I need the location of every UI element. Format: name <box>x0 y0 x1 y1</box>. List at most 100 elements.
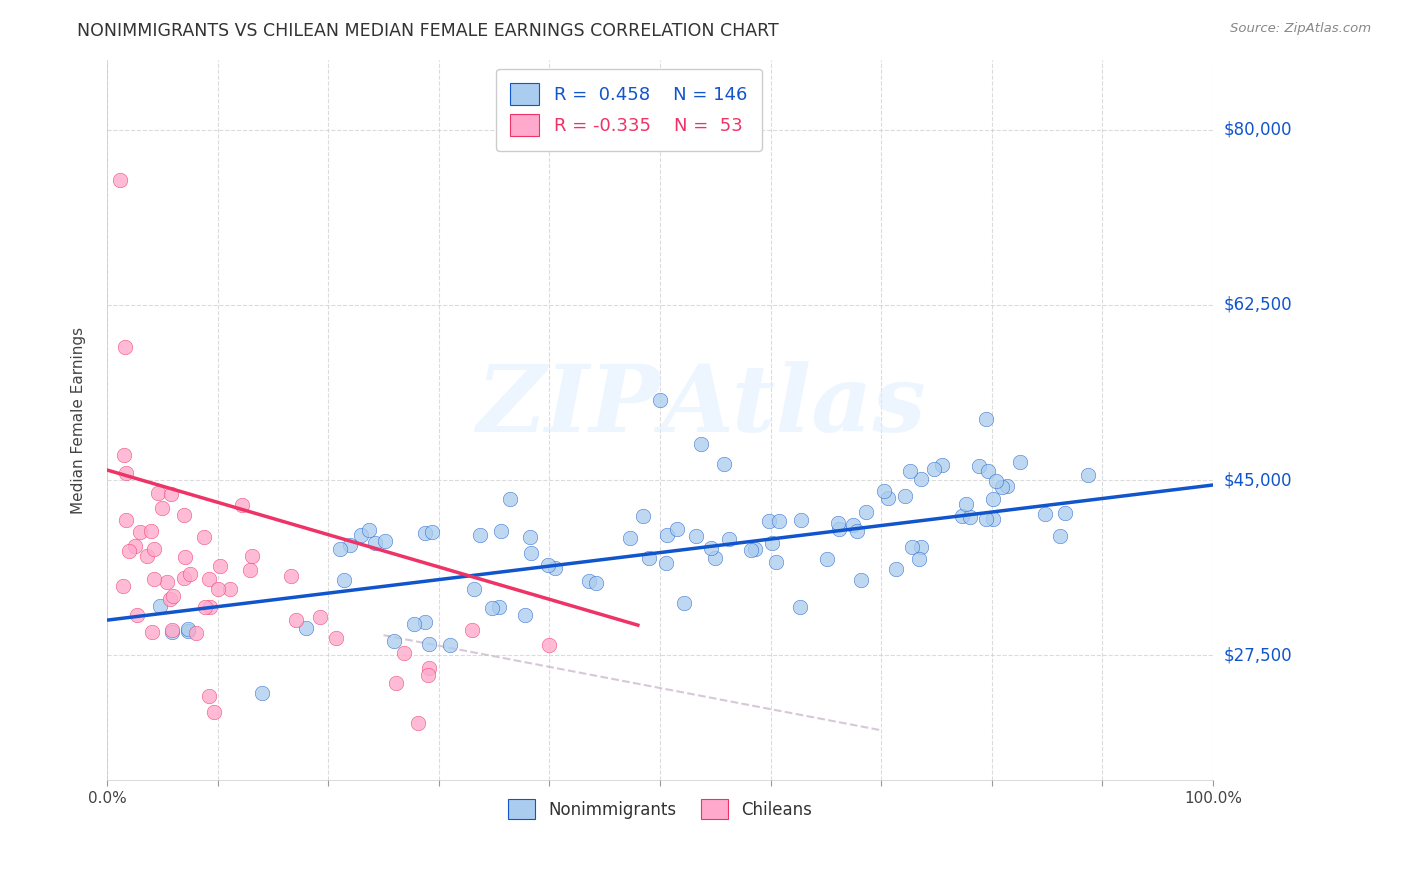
Text: NONIMMIGRANTS VS CHILEAN MEDIAN FEMALE EARNINGS CORRELATION CHART: NONIMMIGRANTS VS CHILEAN MEDIAN FEMALE E… <box>77 22 779 40</box>
Point <box>332 573 354 587</box>
Point <box>981 512 1004 526</box>
Point <box>179 566 201 581</box>
Point <box>418 637 440 651</box>
Point <box>789 513 811 527</box>
Point <box>758 514 780 528</box>
Point <box>950 509 973 524</box>
Point <box>977 464 1000 478</box>
Point <box>1008 455 1031 469</box>
Point <box>177 622 200 636</box>
Point <box>173 571 195 585</box>
Point <box>654 556 676 570</box>
Y-axis label: Median Female Earnings: Median Female Earnings <box>72 326 86 514</box>
Point <box>173 549 195 564</box>
Point <box>384 633 406 648</box>
Point <box>520 546 543 560</box>
Point <box>744 542 766 557</box>
Text: $62,500: $62,500 <box>1225 296 1292 314</box>
Point <box>112 448 135 462</box>
Point <box>955 497 977 511</box>
Point <box>416 667 439 681</box>
Point <box>413 526 436 541</box>
Point <box>152 500 174 515</box>
Point <box>295 621 318 635</box>
Point <box>991 480 1014 494</box>
Point <box>385 676 408 690</box>
Point <box>873 483 896 498</box>
Point <box>392 646 415 660</box>
Point <box>413 615 436 629</box>
Point <box>110 172 132 186</box>
Point <box>186 625 208 640</box>
Point <box>118 544 141 558</box>
Point <box>208 559 231 574</box>
Point <box>339 538 361 552</box>
Point <box>160 625 183 640</box>
Point <box>198 600 221 615</box>
Point <box>765 555 787 569</box>
Text: $45,000: $45,000 <box>1225 471 1292 489</box>
Point <box>404 617 426 632</box>
Point <box>578 574 600 588</box>
Text: $80,000: $80,000 <box>1225 120 1292 138</box>
Point <box>685 529 707 543</box>
Point <box>827 516 849 531</box>
Point <box>884 562 907 576</box>
Point <box>461 623 484 637</box>
Point <box>177 624 200 638</box>
Point <box>125 607 148 622</box>
Point <box>420 524 443 539</box>
Point <box>898 464 921 478</box>
Point <box>357 523 380 537</box>
Point <box>910 540 932 554</box>
Point <box>142 541 165 556</box>
Point <box>128 524 150 539</box>
Point <box>115 513 138 527</box>
Point <box>974 411 997 425</box>
Point <box>637 551 659 566</box>
Point <box>761 536 783 550</box>
Point <box>544 561 567 575</box>
Point <box>481 601 503 615</box>
Point <box>136 549 159 564</box>
Point <box>240 549 263 563</box>
Point <box>901 540 924 554</box>
Point <box>849 573 872 587</box>
Point <box>997 478 1019 492</box>
Point <box>538 638 561 652</box>
Point <box>439 638 461 652</box>
Point <box>924 461 946 475</box>
Point <box>907 551 929 566</box>
Point <box>173 508 195 522</box>
Legend: Nonimmigrants, Chileans: Nonimmigrants, Chileans <box>502 792 818 826</box>
Point <box>894 489 917 503</box>
Point <box>141 524 163 539</box>
Point <box>239 563 262 577</box>
Point <box>967 458 990 473</box>
Text: ZIP: ZIP <box>475 360 659 450</box>
Text: Source: ZipAtlas.com: Source: ZipAtlas.com <box>1230 22 1371 36</box>
Point <box>699 541 721 555</box>
Point <box>406 716 429 731</box>
Point <box>841 518 863 533</box>
Point <box>143 572 166 586</box>
Point <box>655 528 678 542</box>
Point <box>159 487 181 501</box>
Point <box>114 340 136 354</box>
Point <box>789 600 811 615</box>
Point <box>160 624 183 638</box>
Point <box>713 457 735 471</box>
Point <box>198 690 221 704</box>
Point <box>325 632 347 646</box>
Point <box>329 542 352 557</box>
Point <box>231 498 253 512</box>
Point <box>349 527 371 541</box>
Point <box>363 535 385 549</box>
Point <box>1077 468 1099 483</box>
Point <box>159 591 181 606</box>
Point <box>202 706 225 720</box>
Point <box>463 582 485 596</box>
Point <box>194 599 217 614</box>
Point <box>846 524 869 538</box>
Text: Atlas: Atlas <box>659 360 925 450</box>
